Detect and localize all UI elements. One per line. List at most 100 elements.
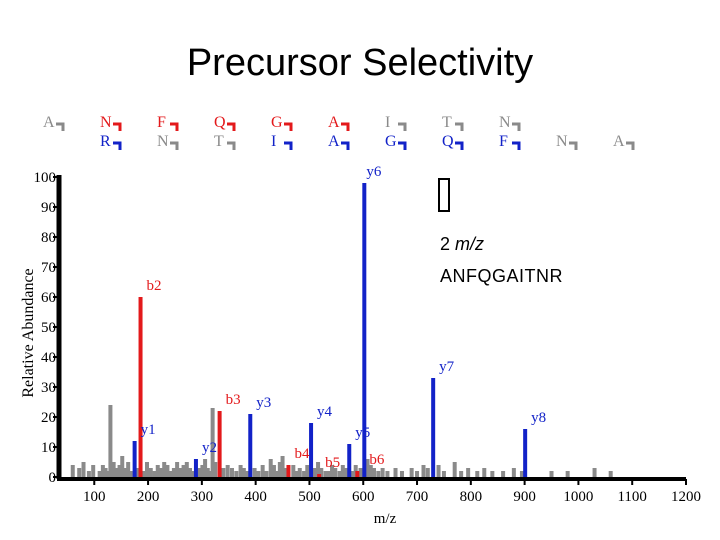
other-peak [264,471,269,477]
other-peak [108,405,113,477]
other-peak [268,459,273,477]
other-peak [229,468,234,477]
other-peak [399,471,404,477]
x-tick-label: 800 [460,489,483,505]
other-peak [365,459,370,477]
sequence-bottom-bracket [227,141,236,150]
other-peak [511,468,516,477]
peak-label-y4: y4 [317,404,333,420]
other-peak [337,471,342,477]
y-tick-label: 80 [41,230,56,246]
other-peak [221,468,226,477]
other-peak [305,465,310,477]
other-peak [425,468,430,477]
other-peak [191,471,196,477]
sequence-top-letter: A [43,114,55,131]
other-peak [297,468,302,477]
sequence-bottom-bracket [626,141,635,150]
sequence-bottom-letter: G [385,133,397,150]
sequence-top-bracket [341,122,350,131]
other-peak [350,471,355,477]
peak-y3 [248,414,253,477]
sequence-bottom-bracket [455,141,464,150]
other-peak [380,468,385,477]
other-peak [126,462,131,477]
peak-label-b4: b4 [294,446,310,462]
sequence-bottom-bracket [512,141,521,150]
peak-b4 [286,465,291,477]
other-peak [86,471,91,477]
other-peak [319,468,324,477]
peak-label-b6: b6 [369,452,385,468]
other-peak [200,465,205,477]
x-tick-label: 1200 [671,489,701,505]
other-peak [210,408,215,477]
y-tick-label: 0 [49,470,57,486]
other-peak [238,465,243,477]
other-peak [234,471,239,477]
other-peak [452,462,457,477]
other-peak [260,465,265,477]
other-peak [135,468,140,477]
sequence-top-bracket [227,122,236,131]
precursor-charge: 2 m/z [440,234,484,255]
other-peak [372,468,376,477]
x-tick-label: 1100 [617,489,646,505]
peak-label-b5: b5 [325,455,340,471]
other-peak [441,471,446,477]
peak-label-y6: y6 [366,164,382,180]
x-tick-label: 700 [406,489,429,505]
peak-y5 [347,444,352,477]
other-peak [241,468,246,477]
sequence-bottom-letter: A [613,133,625,150]
other-peak [294,471,299,477]
y-tick-label: 70 [41,260,56,276]
x-tick-label: 100 [83,489,106,505]
peak-y7 [431,378,436,477]
sequence-top-letter: I [385,114,390,131]
y-tick-label: 40 [41,350,56,366]
sequence-top-letter: T [442,114,452,131]
other-peak [152,471,157,477]
other-peak [168,471,173,477]
other-peak [459,471,464,477]
other-peak [283,468,288,477]
y-tick-label: 10 [41,440,56,456]
other-peak [114,468,119,477]
sequence-top-letter: A [328,114,340,131]
chart-peak-labels: y1 b2 y2 b3 y3 b4 y4 b5 y5 y6 b6 y7 y8 [141,164,547,471]
other-peak [144,462,149,477]
other-peak [184,462,189,477]
sequence-top-bracket [284,122,293,131]
other-peak [376,471,381,477]
sequence-bottom-letter: I [271,133,276,150]
other-peak [122,468,127,477]
sequence-top-letter: F [157,114,166,131]
sequence-bottom-letter: N [157,133,169,150]
other-peak [111,462,116,477]
y-tick-label: 50 [41,320,56,336]
sequence-bottom-letter: F [499,133,508,150]
other-peak [482,468,487,477]
peak-y4 [309,423,314,477]
sequence-top-bracket [170,122,179,131]
other-peak [421,465,426,477]
other-peak [155,465,160,477]
other-peak [70,465,75,477]
peak-b6 [355,471,360,477]
other-peak [159,468,164,477]
x-tick-label: 1000 [563,489,593,505]
sequence-bottom-letter: A [328,133,340,150]
y-tick-label: 30 [41,380,56,396]
other-peak [291,465,296,477]
other-peak [128,471,133,477]
charge-unit: m/z [455,234,485,254]
peak-b3 [217,411,222,477]
other-peak [148,468,153,477]
other-peak [565,471,570,477]
sequence-top-bracket [56,122,65,131]
other-peak [81,462,86,477]
other-peak [302,471,307,477]
sequence-bottom-bracket [569,141,578,150]
